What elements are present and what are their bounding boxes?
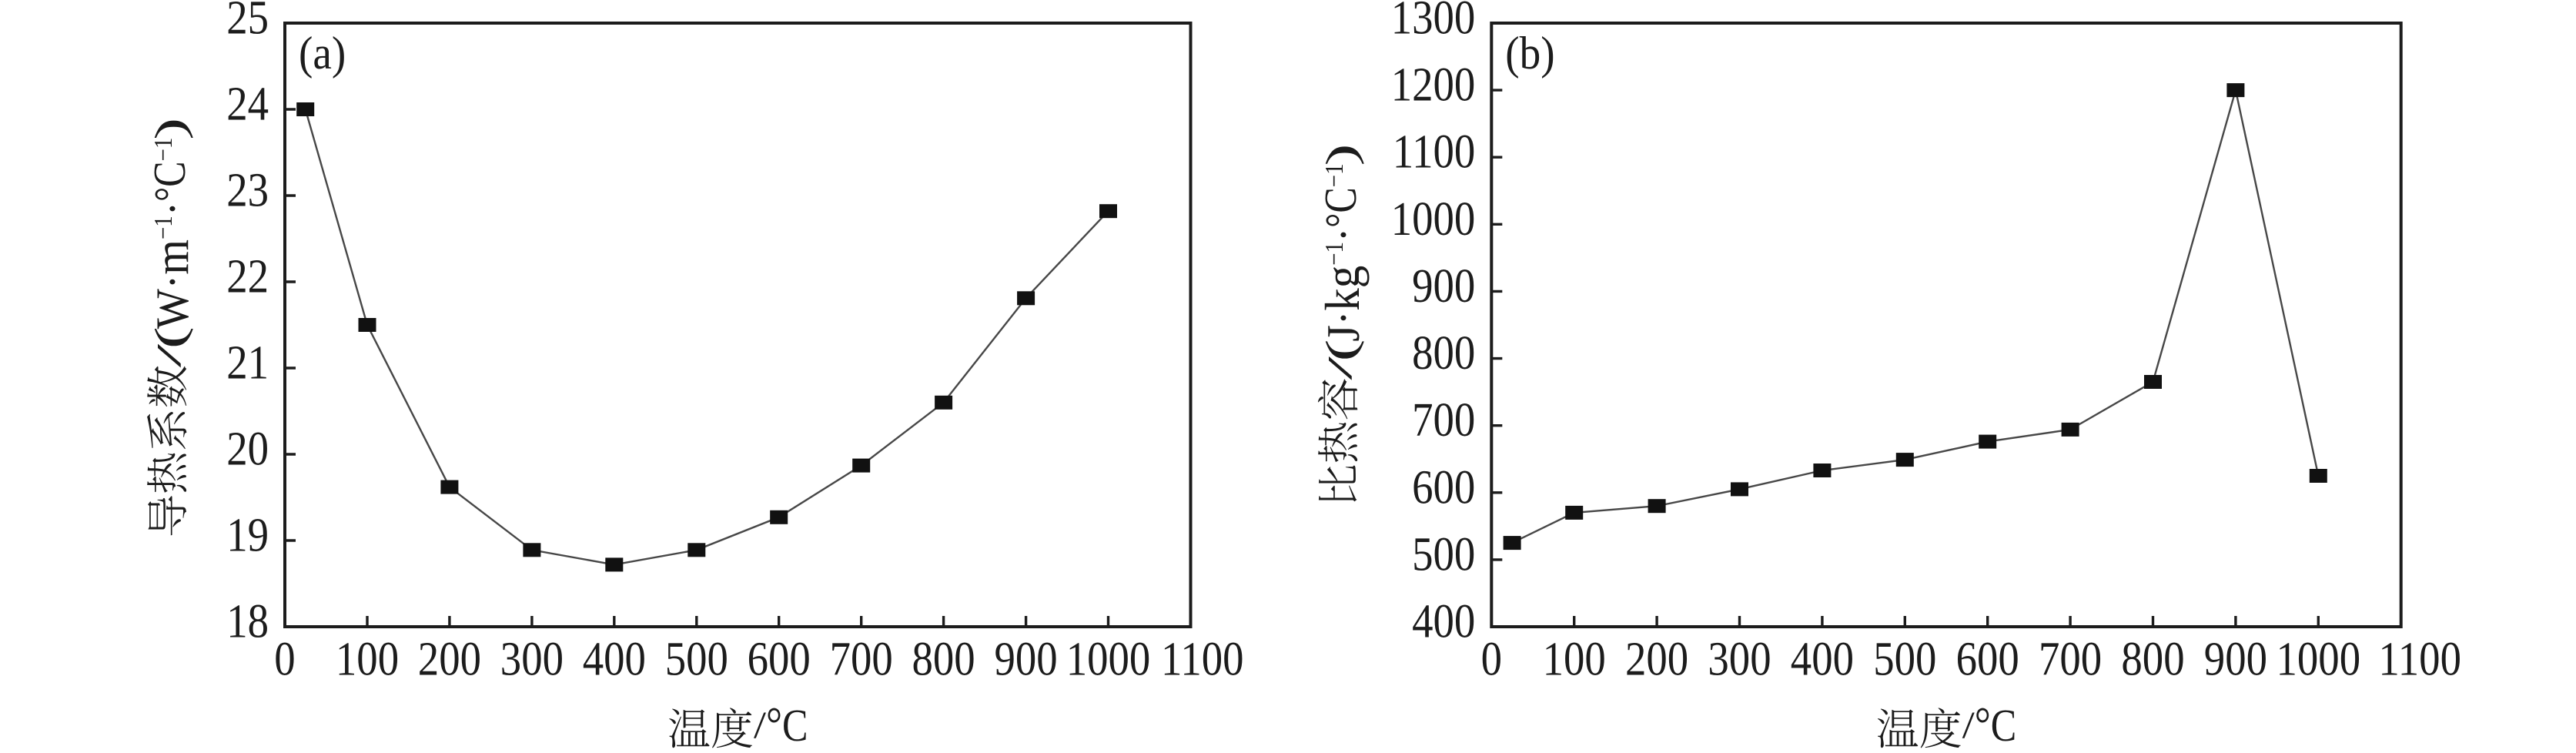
svg-text:1000: 1000 <box>2277 631 2361 685</box>
svg-text:0: 0 <box>274 631 295 685</box>
svg-text:1000: 1000 <box>1066 631 1151 685</box>
svg-text:−1: −1 <box>1320 242 1349 266</box>
svg-text:100: 100 <box>1543 631 1606 685</box>
svg-text:J: J <box>1319 325 1370 341</box>
svg-text:0: 0 <box>1481 631 1502 685</box>
svg-text:−1: −1 <box>1320 163 1349 187</box>
svg-text:·: · <box>1319 311 1370 325</box>
svg-text:300: 300 <box>1708 631 1771 685</box>
svg-text:/: / <box>1321 356 1359 380</box>
svg-text:C: C <box>782 700 808 751</box>
svg-text:/: / <box>1962 703 1975 746</box>
svg-text:22: 22 <box>226 249 269 303</box>
svg-text:°: ° <box>1975 698 1991 751</box>
svg-text:800: 800 <box>2121 631 2184 685</box>
svg-text:−1: −1 <box>149 216 178 239</box>
svg-text:800: 800 <box>912 631 975 685</box>
svg-text:400: 400 <box>1412 594 1475 648</box>
svg-text:200: 200 <box>1625 631 1688 685</box>
svg-text:200: 200 <box>418 631 481 685</box>
svg-text:25: 25 <box>226 0 269 44</box>
svg-text:800: 800 <box>1412 326 1475 380</box>
svg-text:(: ( <box>1317 340 1364 362</box>
svg-text:700: 700 <box>830 631 893 685</box>
svg-text:(b): (b) <box>1505 28 1554 79</box>
svg-text:): ) <box>1317 144 1364 166</box>
svg-text:600: 600 <box>1956 631 2019 685</box>
svg-text:°: ° <box>766 698 782 751</box>
svg-text:900: 900 <box>2204 631 2267 685</box>
svg-text:−1: −1 <box>149 138 178 162</box>
svg-text:1000: 1000 <box>1391 191 1476 245</box>
svg-text:400: 400 <box>1791 631 1854 685</box>
svg-text:C: C <box>1991 700 2016 751</box>
svg-text:·: · <box>148 202 199 216</box>
svg-text:(: ( <box>146 326 193 349</box>
svg-text:°: ° <box>147 187 194 202</box>
svg-text:·: · <box>148 275 199 289</box>
svg-text:600: 600 <box>748 631 811 685</box>
svg-text:300: 300 <box>500 631 564 685</box>
svg-text:kg: kg <box>1316 266 1370 311</box>
svg-text:W: W <box>148 289 199 330</box>
svg-text:500: 500 <box>1873 631 1936 685</box>
svg-text:1200: 1200 <box>1391 57 1476 111</box>
svg-text:/: / <box>754 703 766 746</box>
svg-text:1100: 1100 <box>1161 631 1244 685</box>
svg-text:24: 24 <box>226 76 269 130</box>
svg-text:): ) <box>146 118 193 140</box>
svg-text:500: 500 <box>1412 527 1475 581</box>
svg-text:500: 500 <box>665 631 728 685</box>
svg-text:400: 400 <box>583 631 646 685</box>
svg-text:100: 100 <box>336 631 399 685</box>
svg-text:700: 700 <box>2039 631 2102 685</box>
svg-text:19: 19 <box>226 507 269 561</box>
svg-text:900: 900 <box>995 631 1058 685</box>
svg-text:C: C <box>144 161 195 186</box>
svg-text:600: 600 <box>1412 460 1475 514</box>
svg-text:(a): (a) <box>299 28 346 79</box>
svg-text:·: · <box>1319 228 1370 242</box>
svg-text:21: 21 <box>226 335 269 389</box>
svg-text:1300: 1300 <box>1391 0 1476 44</box>
svg-text:23: 23 <box>226 162 269 216</box>
svg-text:1100: 1100 <box>2378 631 2461 685</box>
svg-text:900: 900 <box>1412 258 1475 312</box>
svg-text:700: 700 <box>1412 393 1475 447</box>
svg-text:/: / <box>150 343 188 368</box>
svg-text:18: 18 <box>226 594 269 648</box>
svg-text:m: m <box>145 239 199 275</box>
svg-text:1100: 1100 <box>1393 124 1476 178</box>
svg-text:°: ° <box>1318 213 1365 228</box>
svg-text:20: 20 <box>226 421 269 475</box>
svg-text:C: C <box>1315 187 1366 213</box>
